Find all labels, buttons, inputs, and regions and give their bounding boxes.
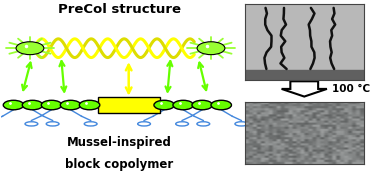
Circle shape (211, 100, 231, 110)
Circle shape (79, 100, 100, 110)
Bar (98, 97, 160, 113)
Circle shape (192, 100, 212, 110)
Text: Mussel-inspired: Mussel-inspired (67, 136, 172, 149)
Circle shape (41, 100, 62, 110)
Circle shape (22, 100, 43, 110)
Circle shape (16, 42, 44, 55)
Text: block copolymer: block copolymer (65, 158, 174, 171)
Text: 100 °C: 100 °C (332, 84, 370, 94)
Text: PreCol structure: PreCol structure (58, 3, 181, 16)
Circle shape (3, 100, 24, 110)
Polygon shape (282, 81, 327, 97)
Circle shape (173, 100, 194, 110)
Circle shape (154, 100, 174, 110)
Circle shape (60, 100, 81, 110)
Circle shape (197, 42, 225, 55)
